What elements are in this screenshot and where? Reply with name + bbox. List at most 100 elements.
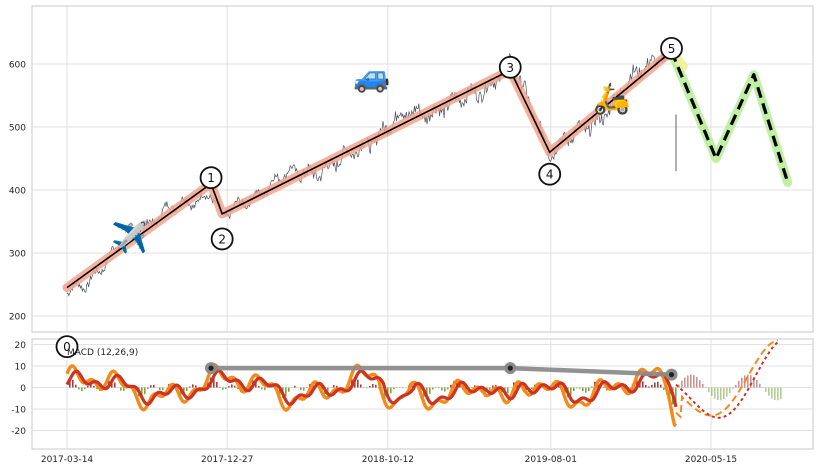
wave-point-label: 5 [668, 42, 676, 56]
price-y-tick-label: 300 [9, 250, 26, 260]
macd-histogram-bar [582, 388, 584, 392]
macd-histogram-bar [222, 388, 224, 390]
macd-histogram-bar [768, 388, 770, 396]
macd-histogram-bar [441, 388, 443, 391]
macd-histogram-bar [756, 380, 758, 388]
macd-histogram-bar [366, 388, 368, 389]
macd-histogram-bar [699, 380, 701, 387]
macd-histogram-bar [294, 386, 296, 388]
macd-histogram-bar [648, 387, 650, 388]
macd-histogram-bar [75, 385, 77, 388]
macd-histogram-bar [717, 388, 719, 401]
macd-y-tick-label: 0 [20, 384, 26, 394]
macd-histogram-bar [258, 386, 260, 388]
macd-histogram-bar [216, 382, 218, 388]
macd-histogram-bar [579, 388, 581, 389]
price-y-tick-label: 200 [9, 313, 26, 323]
macd-histogram-bar [144, 388, 146, 395]
macd-histogram-bar [573, 388, 575, 392]
macd-histogram-bar [774, 388, 776, 401]
macd-histogram-bar [261, 388, 263, 390]
macd-histogram-bar [288, 388, 290, 392]
macd-histogram-bar [570, 388, 572, 396]
macd-histogram-bar [432, 388, 434, 390]
wave-point-label: 4 [546, 168, 554, 182]
macd-histogram-bar [708, 388, 710, 393]
macd-histogram-bar [87, 386, 89, 388]
macd-histogram-bar [150, 385, 152, 387]
macd-histogram-bar [645, 385, 647, 387]
macd-histogram-bar [447, 388, 449, 390]
macd-histogram-bar [303, 388, 305, 391]
macd-histogram-bar [642, 381, 644, 387]
macd-histogram-bar [531, 388, 533, 390]
macd-histogram-bar [771, 388, 773, 399]
macd-histogram-bar [192, 384, 194, 387]
macd-y-tick-label: -10 [11, 406, 26, 416]
x-tick-label: 2020-05-15 [685, 455, 737, 465]
divergence-marker-dot [208, 366, 213, 371]
macd-histogram-bar [93, 386, 95, 388]
macd-histogram-bar [585, 388, 587, 393]
macd-histogram-bar [729, 388, 731, 394]
macd-histogram-bar [663, 388, 665, 390]
macd-histogram-bar [651, 385, 653, 387]
macd-histogram-bar [159, 388, 161, 391]
price-y-tick-label: 600 [9, 61, 26, 71]
macd-histogram-bar [267, 388, 269, 389]
wave-point-label: 1 [207, 171, 215, 185]
macd-histogram-bar [231, 384, 233, 387]
x-tick-label: 2019-08-01 [525, 455, 577, 465]
macd-histogram-bar [702, 384, 704, 388]
x-tick-label: 2018-10-12 [362, 455, 414, 465]
macd-histogram-bar [654, 382, 656, 387]
macd-histogram-bar [765, 388, 767, 393]
scooter-icon: 🛵 [593, 82, 630, 117]
macd-histogram-bar [507, 388, 509, 394]
macd-histogram-bar [123, 388, 125, 391]
macd-histogram-bar [693, 375, 695, 387]
macd-histogram-bar [747, 375, 749, 388]
macd-histogram-bar [471, 388, 473, 389]
macd-histogram-bar [84, 388, 86, 390]
macd-histogram-bar [189, 386, 191, 387]
macd-histogram-bar [225, 388, 227, 389]
macd-histogram-bar [444, 388, 446, 392]
macd-histogram-bar [681, 381, 683, 388]
macd-histogram-bar [738, 381, 740, 388]
macd-histogram-bar [375, 385, 377, 388]
macd-histogram-bar [705, 388, 707, 389]
macd-histogram-bar [357, 380, 359, 388]
macd-histogram-bar [72, 380, 74, 388]
divergence-marker-dot [669, 372, 674, 377]
wave-point-label: 3 [506, 61, 514, 75]
macd-histogram-bar [690, 375, 692, 388]
macd-histogram-bar [723, 388, 725, 400]
macd-histogram-bar [777, 388, 779, 401]
car-icon: 🚙 [353, 60, 390, 95]
macd-histogram-bar [336, 386, 338, 388]
macd-histogram-bar [234, 386, 236, 388]
macd-histogram-bar [732, 388, 734, 390]
macd-histogram-bar [714, 388, 716, 399]
macd-histogram-bar [264, 388, 266, 391]
macd-histogram-bar [114, 382, 116, 387]
macd-histogram-bar [489, 388, 491, 390]
macd-title: MACD (12,26,9) [67, 348, 138, 358]
macd-histogram-bar [576, 388, 578, 389]
macd-histogram-bar [390, 388, 392, 394]
macd-histogram-bar [162, 388, 164, 391]
macd-histogram-bar [147, 388, 149, 390]
macd-histogram-bar [195, 385, 197, 387]
macd-histogram-bar [120, 388, 122, 391]
macd-histogram-bar [591, 387, 593, 388]
macd-histogram-bar [696, 377, 698, 387]
airplane-icon: ✈️ [111, 218, 148, 255]
macd-y-tick-label: 10 [15, 363, 27, 373]
x-tick-label: 2017-12-27 [201, 455, 253, 465]
macd-histogram-bar [333, 385, 335, 387]
macd-histogram-bar [153, 385, 155, 388]
macd-histogram-bar [759, 384, 761, 388]
macd-histogram-bar [735, 385, 737, 388]
